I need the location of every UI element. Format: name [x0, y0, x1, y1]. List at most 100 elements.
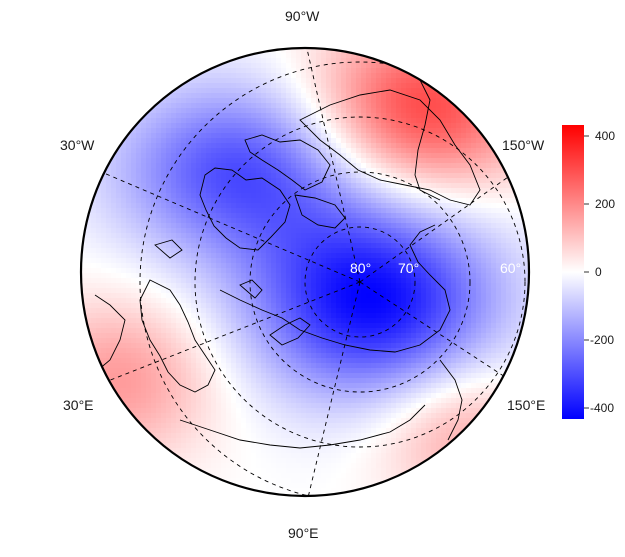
field-cell	[256, 243, 262, 249]
field-cell	[421, 103, 427, 109]
field-cell	[421, 83, 427, 89]
field-cell	[226, 258, 232, 264]
field-cell	[271, 333, 277, 339]
field-cell	[431, 248, 437, 254]
field-cell	[231, 58, 237, 64]
field-cell	[81, 243, 87, 249]
field-cell	[386, 183, 392, 189]
field-cell	[261, 218, 267, 224]
field-cell	[291, 53, 297, 59]
field-cell	[481, 358, 487, 364]
field-cell	[166, 278, 172, 284]
field-cell	[441, 248, 447, 254]
field-cell	[256, 53, 262, 59]
field-cell	[296, 288, 302, 294]
field-cell	[166, 168, 172, 174]
field-cell	[136, 178, 142, 184]
field-cell	[406, 223, 412, 229]
field-cell	[376, 208, 382, 214]
field-cell	[396, 118, 402, 124]
field-cell	[206, 328, 212, 334]
field-cell	[251, 348, 257, 354]
field-cell	[241, 68, 247, 74]
field-cell	[436, 258, 442, 264]
field-cell	[211, 168, 217, 174]
field-cell	[186, 118, 192, 124]
field-cell	[106, 153, 112, 159]
field-cell	[411, 93, 417, 99]
field-cell	[316, 53, 322, 59]
field-cell	[526, 313, 529, 319]
field-cell	[311, 48, 317, 54]
field-cell	[421, 293, 427, 299]
field-cell	[151, 128, 157, 134]
field-cell	[86, 268, 92, 274]
field-cell	[341, 303, 347, 309]
field-cell	[336, 233, 342, 239]
field-cell	[146, 228, 152, 234]
field-cell	[106, 188, 112, 194]
field-cell	[376, 93, 382, 99]
field-cell	[226, 63, 232, 69]
field-cell	[476, 223, 482, 229]
field-cell	[146, 353, 152, 359]
field-cell	[386, 263, 392, 269]
field-cell	[201, 163, 207, 169]
field-cell	[291, 48, 297, 54]
field-cell	[341, 353, 347, 359]
field-cell	[471, 273, 477, 279]
field-cell	[201, 318, 207, 324]
field-cell	[371, 133, 377, 139]
field-cell	[391, 103, 397, 109]
field-cell	[136, 138, 142, 144]
field-cell	[456, 278, 462, 284]
field-cell	[371, 173, 377, 179]
field-cell	[391, 133, 397, 139]
field-cell	[341, 293, 347, 299]
field-cell	[411, 98, 417, 104]
field-cell	[271, 218, 277, 224]
field-cell	[141, 338, 147, 344]
field-cell	[451, 173, 457, 179]
field-cell	[321, 78, 327, 84]
field-cell	[141, 358, 147, 364]
field-cell	[251, 88, 257, 94]
field-cell	[516, 213, 522, 219]
field-cell	[141, 268, 147, 274]
field-cell	[156, 153, 162, 159]
field-cell	[511, 203, 517, 209]
field-cell	[201, 313, 207, 319]
field-cell	[341, 103, 347, 109]
field-cell	[186, 143, 192, 149]
field-cell	[211, 238, 217, 244]
field-cell	[136, 128, 142, 134]
field-cell	[501, 243, 507, 249]
field-cell	[391, 243, 397, 249]
field-cell	[486, 193, 492, 199]
field-cell	[226, 243, 232, 249]
field-cell	[336, 238, 342, 244]
field-cell	[471, 353, 477, 359]
field-cell	[481, 263, 487, 269]
field-cell	[296, 223, 302, 229]
field-cell	[146, 278, 152, 284]
field-cell	[386, 88, 392, 94]
field-cell	[331, 288, 337, 294]
field-cell	[486, 338, 492, 344]
field-cell	[491, 298, 497, 304]
field-cell	[441, 263, 447, 269]
field-cell	[311, 188, 317, 194]
field-cell	[226, 343, 232, 349]
field-cell	[246, 353, 252, 359]
field-cell	[151, 328, 157, 334]
field-cell	[331, 298, 337, 304]
field-cell	[316, 158, 322, 164]
field-cell	[476, 288, 482, 294]
field-cell	[256, 58, 262, 64]
field-cell	[431, 133, 437, 139]
field-cell	[511, 323, 517, 329]
field-cell	[196, 273, 202, 279]
field-cell	[431, 263, 437, 269]
field-cell	[86, 308, 92, 314]
field-cell	[226, 178, 232, 184]
